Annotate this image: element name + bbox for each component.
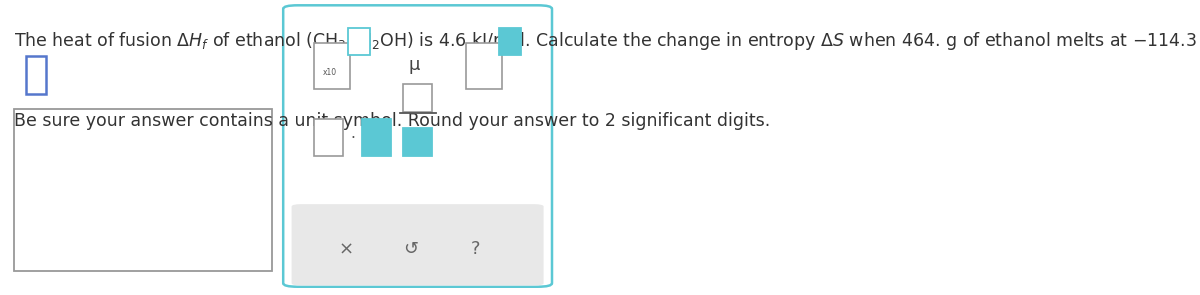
FancyBboxPatch shape (14, 109, 272, 271)
FancyBboxPatch shape (403, 128, 432, 156)
FancyBboxPatch shape (499, 28, 521, 55)
FancyBboxPatch shape (348, 28, 370, 55)
FancyBboxPatch shape (403, 84, 432, 112)
FancyBboxPatch shape (26, 56, 46, 94)
FancyBboxPatch shape (283, 5, 552, 287)
Text: The heat of fusion $\Delta H_f$ of ethanol $\left(\mathrm{CH_3CH_2OH}\right)$ is: The heat of fusion $\Delta H_f$ of ethan… (14, 30, 1200, 52)
Text: ↺: ↺ (403, 240, 418, 258)
Text: x10: x10 (323, 68, 337, 77)
FancyBboxPatch shape (466, 43, 502, 88)
FancyBboxPatch shape (362, 119, 391, 156)
Text: μ: μ (408, 56, 420, 74)
FancyBboxPatch shape (314, 43, 350, 88)
FancyBboxPatch shape (292, 204, 544, 286)
Text: ?: ? (470, 240, 480, 258)
Text: ·: · (350, 131, 355, 146)
FancyBboxPatch shape (314, 119, 343, 156)
Text: Be sure your answer contains a unit symbol. Round your answer to 2 significant d: Be sure your answer contains a unit symb… (14, 112, 770, 130)
Text: ×: × (338, 240, 353, 258)
